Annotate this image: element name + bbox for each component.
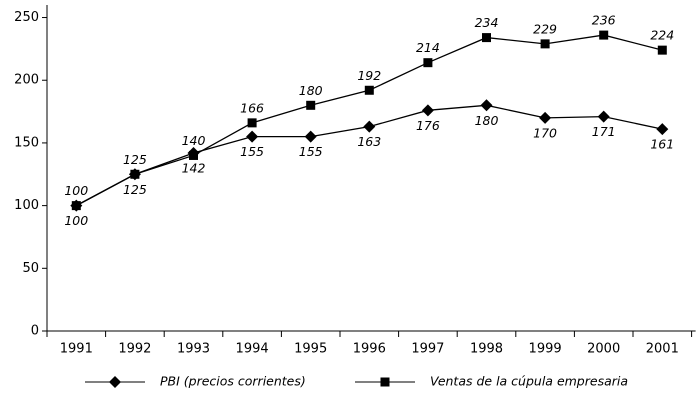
marker [480, 99, 493, 112]
marker [597, 110, 610, 123]
marker [189, 150, 198, 160]
data-label: 234 [475, 15, 499, 30]
y-tick-label: 150 [14, 135, 39, 150]
x-tick-label: 1991 [60, 342, 93, 357]
marker [599, 30, 609, 40]
marker [539, 111, 552, 124]
y-tick-label: 100 [14, 198, 39, 213]
data-label: 100 [64, 213, 88, 228]
data-label: 192 [357, 68, 381, 83]
data-label: 180 [475, 113, 499, 128]
data-label: 140 [182, 133, 206, 148]
x-tick-label: 1996 [353, 342, 386, 357]
x-tick-label: 1994 [236, 342, 269, 357]
marker [364, 85, 374, 95]
marker [657, 45, 667, 55]
data-label: 142 [182, 160, 206, 175]
data-label: 229 [533, 21, 557, 36]
data-label: 166 [240, 100, 264, 115]
series-line [75, 34, 663, 207]
marker [304, 130, 317, 143]
y-tick-label: 200 [14, 73, 39, 88]
data-label: 180 [299, 83, 323, 98]
marker [109, 376, 121, 388]
marker [130, 169, 140, 179]
x-tick-label: 1998 [470, 342, 503, 357]
series-line [75, 104, 663, 207]
data-label: 125 [123, 182, 147, 197]
data-label: 155 [299, 144, 323, 159]
data-label: 224 [650, 28, 674, 43]
y-tick-label: 0 [31, 324, 39, 339]
marker [247, 118, 257, 128]
x-tick-label: 1993 [177, 342, 210, 357]
marker [246, 130, 259, 143]
x-tick-label: 2001 [646, 342, 679, 357]
marker [540, 39, 550, 49]
marker [482, 33, 491, 43]
data-label: 236 [592, 13, 616, 28]
legend-label: Ventas de la cúpula empresaria [430, 374, 628, 389]
data-label: 161 [650, 137, 674, 152]
y-tick-label: 250 [14, 10, 39, 25]
marker [423, 58, 433, 68]
data-label: 163 [357, 134, 381, 149]
marker [380, 377, 390, 387]
data-label: 170 [533, 125, 557, 140]
marker [656, 123, 669, 136]
data-label: 125 [123, 152, 147, 167]
x-tick-label: 2000 [587, 342, 620, 357]
marker [421, 104, 434, 117]
data-label: 155 [240, 144, 264, 159]
legend-label: PBI (precios corrientes) [160, 374, 306, 389]
x-tick-label: 1995 [294, 342, 327, 357]
x-tick-label: 1999 [529, 342, 562, 357]
marker [71, 201, 81, 211]
data-label: 176 [416, 118, 440, 133]
y-tick-label: 50 [22, 261, 39, 276]
x-tick-label: 1992 [118, 342, 151, 357]
data-label: 214 [416, 40, 440, 55]
x-tick-label: 1997 [411, 342, 444, 357]
data-label: 100 [64, 183, 88, 198]
marker [363, 120, 376, 133]
data-label: 171 [592, 124, 616, 139]
marker [306, 100, 316, 110]
